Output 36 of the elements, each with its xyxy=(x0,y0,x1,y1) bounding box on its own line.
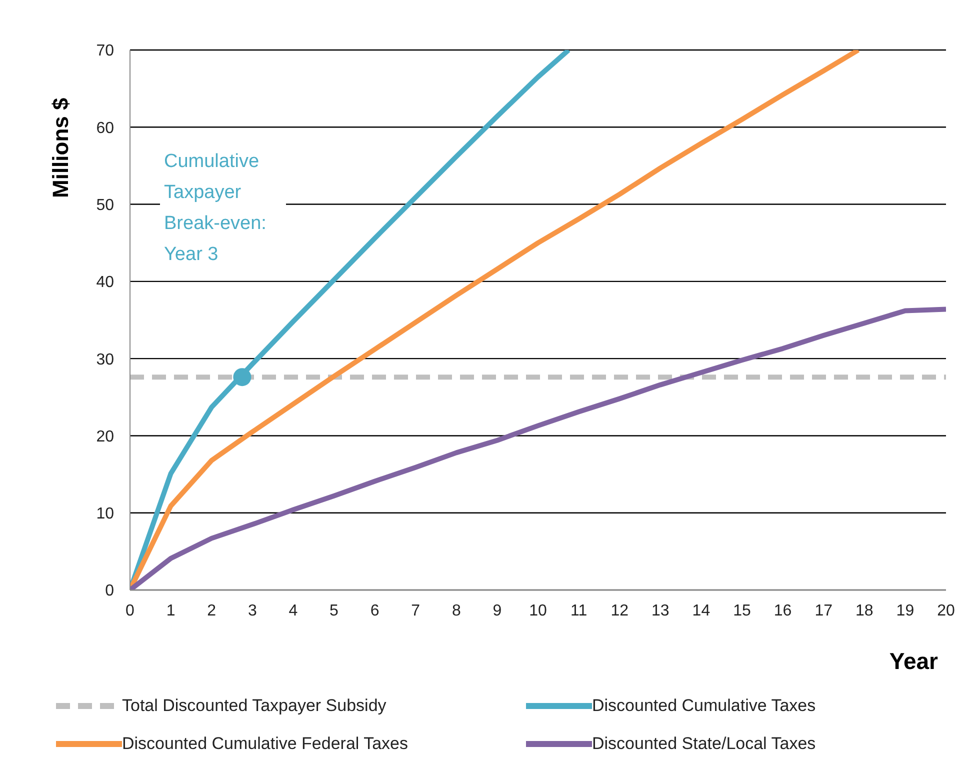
x-tick-label: 2 xyxy=(207,602,216,620)
x-tick-label: 14 xyxy=(692,602,710,620)
x-tick-label: 3 xyxy=(248,602,257,620)
y-tick-label: 0 xyxy=(105,582,114,600)
x-tick-label: 19 xyxy=(896,602,914,620)
x-tick-label: 9 xyxy=(492,602,502,620)
annotation: Cumulative Taxpayer Break-even: Year 3 xyxy=(160,144,286,272)
x-tick-label: 15 xyxy=(733,602,751,620)
x-axis-title: Year xyxy=(889,648,938,675)
y-tick-label: 70 xyxy=(96,42,114,60)
x-tick-label: 17 xyxy=(814,602,833,620)
x-tick-label: 1 xyxy=(166,602,176,620)
legend-label: Discounted State/Local Taxes xyxy=(592,734,816,754)
x-tick-label: 10 xyxy=(529,602,547,620)
x-tick-label: 20 xyxy=(937,602,955,620)
y-axis-title: Millions $ xyxy=(48,98,74,198)
x-tick-label: 12 xyxy=(610,602,629,620)
y-tick-label: 40 xyxy=(96,274,114,292)
legend-label: Total Discounted Taxpayer Subsidy xyxy=(122,696,386,716)
x-tick-label: 6 xyxy=(370,602,380,620)
legend-label: Discounted Cumulative Federal Taxes xyxy=(122,734,408,754)
x-tick-label: 11 xyxy=(570,602,588,620)
y-tick-label: 30 xyxy=(96,351,114,368)
y-tick-label: 20 xyxy=(96,428,114,446)
x-tick-label: 5 xyxy=(330,602,339,620)
y-tick-label: 10 xyxy=(96,506,114,523)
legend-label: Discounted Cumulative Taxes xyxy=(592,696,816,716)
x-tick-label: 4 xyxy=(288,602,298,620)
x-tick-label: 7 xyxy=(411,602,420,620)
x-tick-label: 8 xyxy=(452,602,461,620)
x-tick-label: 16 xyxy=(774,602,792,620)
x-tick-label: 13 xyxy=(652,602,670,620)
x-tick-label: 18 xyxy=(856,602,874,620)
y-tick-label: 50 xyxy=(96,196,114,214)
x-tick-label: 0 xyxy=(126,602,135,620)
y-tick-label: 60 xyxy=(96,120,114,137)
